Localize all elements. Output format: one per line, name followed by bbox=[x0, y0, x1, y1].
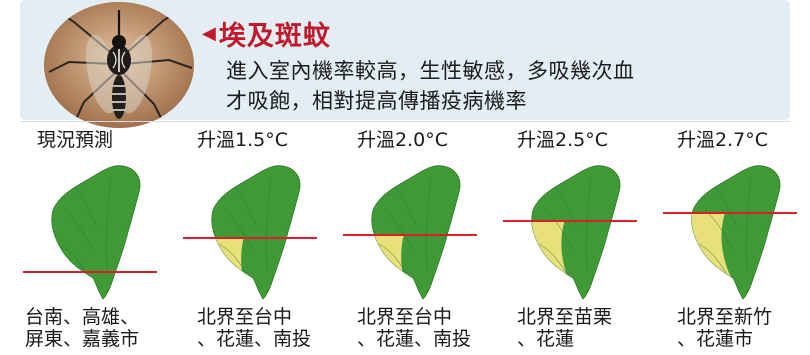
island-land bbox=[211, 165, 301, 300]
caption-line-2: 、花蓮 bbox=[517, 328, 575, 350]
scenario-caption: 北界至苗栗 、花蓮 bbox=[517, 306, 687, 350]
caption-line-1: 北界至苗栗 bbox=[517, 306, 613, 328]
caption-line-2: 、花蓮市 bbox=[677, 328, 754, 350]
scenario-warming-2-0: 升溫2.0°C 北界至台中 、花蓮、南投 bbox=[335, 126, 485, 350]
island-land bbox=[371, 165, 461, 300]
caption-line-2: 、花蓮、南投 bbox=[357, 328, 472, 350]
scenario-caption: 台南、高雄、 屏東、嘉義市 bbox=[25, 306, 195, 350]
scenario-caption: 北界至新竹 、花蓮市 bbox=[677, 306, 810, 350]
county-borders bbox=[378, 179, 432, 279]
scenario-label: 升溫2.0°C bbox=[357, 129, 448, 151]
county-borders bbox=[698, 179, 752, 279]
taiwan-map-icon bbox=[183, 165, 317, 300]
title-text: 埃及斑蚊 bbox=[218, 21, 331, 52]
caption-line-1: 北界至新竹 bbox=[677, 306, 773, 328]
scenario-current: 現況預測 台南、高雄、 屏東、嘉義市 bbox=[15, 126, 165, 350]
description: 進入室內機率較高，生性敏感，多吸幾次血 才吸飽，相對提高傳播疫病機率 bbox=[226, 56, 786, 116]
scenario-label: 升溫2.7°C bbox=[677, 129, 768, 151]
divider bbox=[20, 121, 790, 122]
caption-line-1: 北界至台中 bbox=[357, 306, 453, 328]
caption-line-1: 台南、高雄、 bbox=[25, 306, 140, 328]
headline: ◀ 埃及斑蚊 bbox=[202, 14, 331, 53]
taiwan-map-icon bbox=[343, 165, 477, 300]
mosquito-photo bbox=[44, 2, 194, 128]
caption-line-2: 、花蓮、南投 bbox=[197, 328, 312, 350]
scenario-caption: 北界至台中 、花蓮、南投 bbox=[197, 306, 367, 350]
island-land bbox=[531, 165, 621, 300]
description-line-2: 才吸飽，相對提高傳播疫病機率 bbox=[226, 89, 527, 113]
taiwan-map-icon bbox=[663, 165, 797, 300]
scenario-warming-2-5: 升溫2.5°C 北界至苗栗 、花蓮 bbox=[495, 126, 645, 350]
taiwan-map-icon bbox=[503, 165, 637, 300]
scenario-label: 升溫2.5°C bbox=[517, 129, 608, 151]
island-land bbox=[51, 165, 141, 300]
scenario-label: 升溫1.5°C bbox=[197, 129, 288, 151]
county-borders bbox=[218, 179, 272, 279]
description-line-1: 進入室內機率較高，生性敏感，多吸幾次血 bbox=[226, 59, 635, 83]
caption-line-1: 北界至台中 bbox=[197, 306, 293, 328]
county-borders bbox=[538, 179, 592, 279]
scenario-warming-2-7: 升溫2.7°C 北界至新竹 、花蓮市 bbox=[655, 126, 805, 350]
taiwan-map-icon bbox=[23, 165, 157, 300]
island-land bbox=[691, 165, 781, 300]
scenario-caption: 北界至台中 、花蓮、南投 bbox=[357, 306, 527, 350]
county-borders bbox=[58, 179, 112, 279]
scenario-warming-1-5: 升溫1.5°C 北界至台中 、花蓮、南投 bbox=[175, 126, 325, 350]
left-triangle-icon: ◀ bbox=[202, 23, 217, 44]
caption-line-2: 屏東、嘉義市 bbox=[25, 328, 140, 350]
scenario-label: 現況預測 bbox=[37, 129, 114, 151]
